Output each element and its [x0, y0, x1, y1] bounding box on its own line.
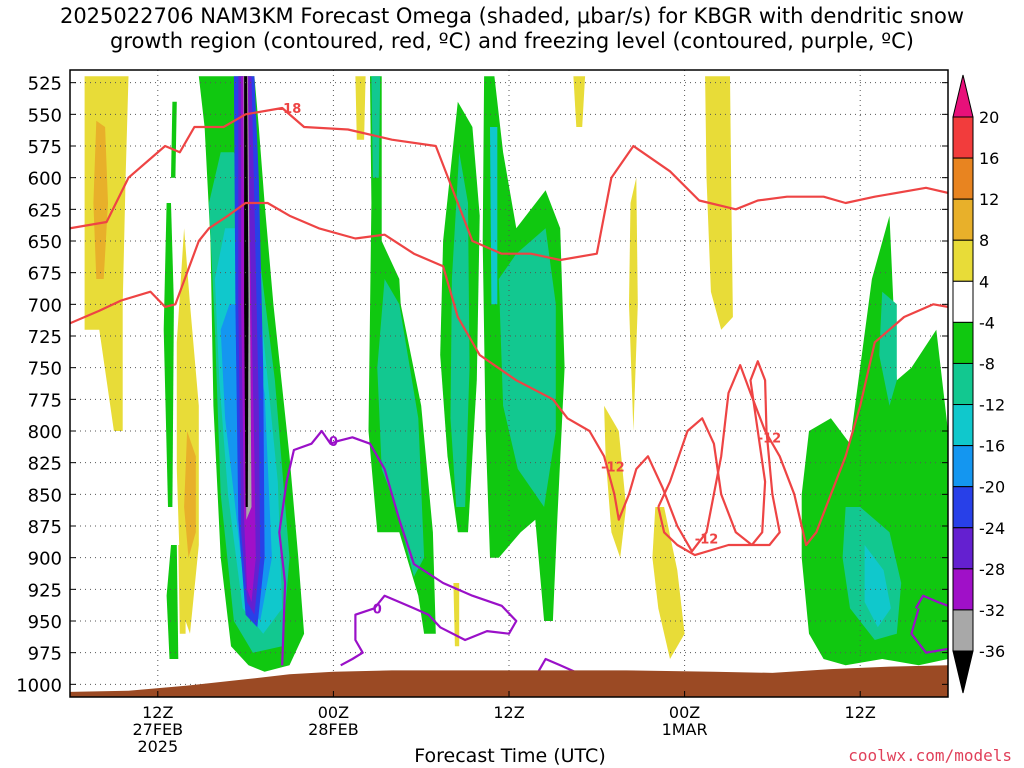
x-tick-label: 00Z [669, 703, 700, 722]
omega-region-lobe-c [171, 101, 177, 178]
colorbar-bin [952, 239, 974, 282]
title-line-2: growth region (contoured, red, ºC) and f… [110, 29, 914, 53]
y-tick-label: 725 [28, 327, 62, 348]
y-tick-label: 550 [28, 105, 62, 126]
y-tick-label: 525 [28, 74, 62, 95]
freezing-contour [914, 594, 948, 609]
y-tick-label: 825 [28, 454, 62, 475]
x-tick-label: 2025 [137, 737, 178, 756]
y-tick-label: 925 [28, 580, 62, 601]
colorbar-label: -28 [979, 560, 1005, 579]
freezing-contour-label: 0 [373, 602, 382, 617]
colorbar-label: -24 [979, 519, 1005, 538]
omega-region-y8 [355, 76, 366, 140]
omega-region-rise-2-core [184, 431, 196, 558]
omega-region-y5 [705, 76, 733, 330]
colorbar-bin [952, 404, 974, 447]
y-tick-label: 625 [28, 200, 62, 221]
colorbar-bin [952, 609, 974, 652]
colorbar-bin [952, 198, 974, 241]
ground-terrain [70, 665, 948, 697]
colorbar-label: 4 [979, 272, 989, 291]
y-tick-label: 575 [28, 137, 62, 158]
y-tick-label: 750 [28, 359, 62, 380]
dgz-contour [657, 360, 781, 557]
x-tick-label: 1MAR [662, 720, 708, 739]
x-tick-label: 12Z [142, 703, 173, 722]
freezing-contour [537, 657, 576, 673]
freezing-contour [910, 607, 948, 654]
omega-region-y4 [652, 507, 685, 659]
chart-title: 2025022706 NAM3KM Forecast Omega (shaded… [0, 4, 1024, 54]
y-tick-label: 800 [28, 422, 62, 443]
x-axis-label: Forecast Time (UTC) [414, 745, 606, 767]
omega-region-c3c [490, 127, 498, 305]
y-tick-label: 600 [28, 169, 62, 190]
y-tick-label: 1000 [16, 675, 62, 696]
y-tick-label: 975 [28, 644, 62, 665]
title-line-1: 2025022706 NAM3KM Forecast Omega (shaded… [59, 4, 965, 28]
dgz-contour-label: -12 [758, 431, 782, 446]
freezing-contour-label: 0 [329, 435, 338, 450]
colorbar-bin [952, 486, 974, 529]
dgz-contour [70, 106, 948, 262]
y-tick-label: 950 [28, 612, 62, 633]
colorbar-bin [952, 362, 974, 406]
credit-text: coolwx.com/models [848, 746, 1012, 765]
colorbar-bottom-arrow [952, 650, 974, 694]
y-tick-label: 875 [28, 517, 62, 538]
colorbar-bin [952, 527, 974, 570]
omega-region-y7 [178, 545, 186, 634]
colorbar-label: -8 [979, 354, 995, 373]
colorbar-label: -16 [979, 437, 1005, 456]
omega-region-c4d [864, 545, 891, 628]
colorbar-label: 16 [979, 149, 999, 168]
dgz-contour [70, 201, 948, 553]
omega-region-y1 [573, 76, 586, 127]
y-tick-label: 900 [28, 549, 62, 570]
omega-region-c3b [498, 228, 556, 508]
y-tick-label: 850 [28, 485, 62, 506]
colorbar-label: -32 [979, 601, 1005, 620]
y-tick-label: 675 [28, 264, 62, 285]
omega-region-y2 [604, 405, 627, 558]
omega-region-y6 [453, 583, 460, 647]
colorbar-label: 12 [979, 190, 999, 209]
colorbar-bin [952, 280, 974, 323]
y-tick-label: 650 [28, 232, 62, 253]
omega-region-rise-1 [84, 76, 129, 432]
colorbar-label: -4 [979, 313, 995, 332]
colorbar-label: -20 [979, 478, 1005, 497]
omega-region-c1c [371, 76, 381, 178]
colorbar-label: 20 [979, 108, 999, 127]
x-tick-label: 28FEB [308, 720, 359, 739]
omega-region-lobe-b [166, 545, 179, 659]
omega-region-lobe-a [163, 203, 174, 507]
x-tick-label: 12Z [493, 703, 524, 722]
colorbar-label: 8 [979, 231, 989, 250]
colorbar-label: -12 [979, 396, 1005, 415]
x-tick-label: 12Z [845, 703, 876, 722]
omega-region-c4 [801, 215, 948, 666]
dgz-contour-label: -12 [695, 533, 719, 548]
colorbar-top-arrow [952, 74, 974, 118]
dgz-contour-label: -12 [601, 460, 625, 475]
y-tick-label: 775 [28, 390, 62, 411]
omega-region-c4c [879, 291, 897, 406]
x-tick-label: 00Z [318, 703, 349, 722]
colorbar-bin [952, 157, 974, 200]
colorbar-bin [952, 445, 974, 488]
colorbar-bin [952, 321, 974, 364]
colorbar-label: -36 [979, 642, 1005, 661]
omega-region-rise-1-core [93, 120, 108, 279]
dgz-contour-label: -18 [278, 102, 302, 117]
freezing-contour [278, 429, 518, 667]
omega-region-c1b [377, 279, 425, 577]
colorbar-bin [952, 116, 974, 159]
colorbar-bin [952, 568, 974, 611]
x-tick-label: 27FEB [132, 720, 183, 739]
y-tick-label: 700 [28, 295, 62, 316]
